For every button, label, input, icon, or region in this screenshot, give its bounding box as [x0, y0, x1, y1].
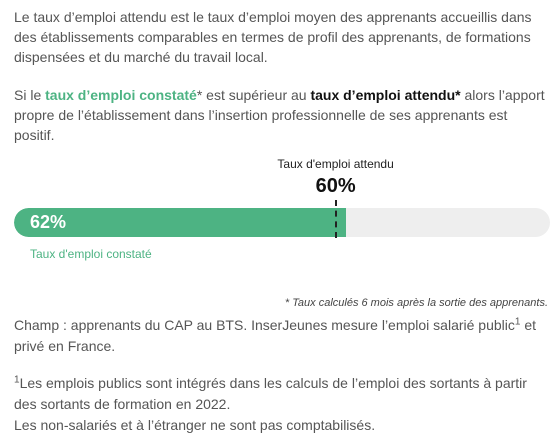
scope-text-end: et privé en France.: [14, 317, 537, 354]
asterisk: *: [196, 87, 203, 103]
scope-text: Champ : apprenants du CAP au BTS. InserJ…: [14, 317, 515, 333]
intro-paragraph-comparison: Si le taux d’emploi constaté* est supéri…: [14, 85, 550, 145]
calculation-note: * Taux calculés 6 mois après la sortie d…: [284, 297, 548, 309]
highlight-observed-rate: taux d’emploi constaté: [45, 87, 197, 103]
intro-paragraph-expected-rate: Le taux d’emploi attendu est le taux d’e…: [14, 9, 532, 65]
footnote-number: 1: [14, 374, 20, 386]
text-si: Si le: [14, 87, 46, 103]
footnote-line-2: Les non-salariés et à l’étranger ne sont…: [14, 417, 376, 433]
observed-rate-value: 62%: [30, 212, 67, 232]
expected-rate-value: 60%: [315, 175, 356, 197]
employment-rate-gauge: 62%: [14, 208, 550, 237]
footnote-ref: 1: [514, 316, 521, 328]
expected-rate-label: Taux d'emploi attendu: [277, 157, 394, 171]
expected-rate-marker: [334, 200, 337, 238]
observed-rate-label: Taux d'emploi constaté: [30, 247, 152, 261]
highlight-expected-rate: taux d’emploi attendu*: [310, 87, 461, 103]
footnote-public-jobs: 1Les emplois publics sont intégrés dans …: [14, 373, 550, 436]
text-conclusion: alors l’apport propre de l’établissement…: [14, 87, 545, 143]
scope-note: Champ : apprenants du CAP au BTS. InserJ…: [14, 315, 550, 357]
text-superieur: est supérieur au: [202, 87, 311, 103]
observed-rate-bar: [14, 208, 347, 237]
footnote-line-1: 1Les emplois publics sont intégrés dans …: [14, 373, 550, 415]
footnote-text-1: Les emplois publics sont intégrés dans l…: [14, 375, 527, 412]
